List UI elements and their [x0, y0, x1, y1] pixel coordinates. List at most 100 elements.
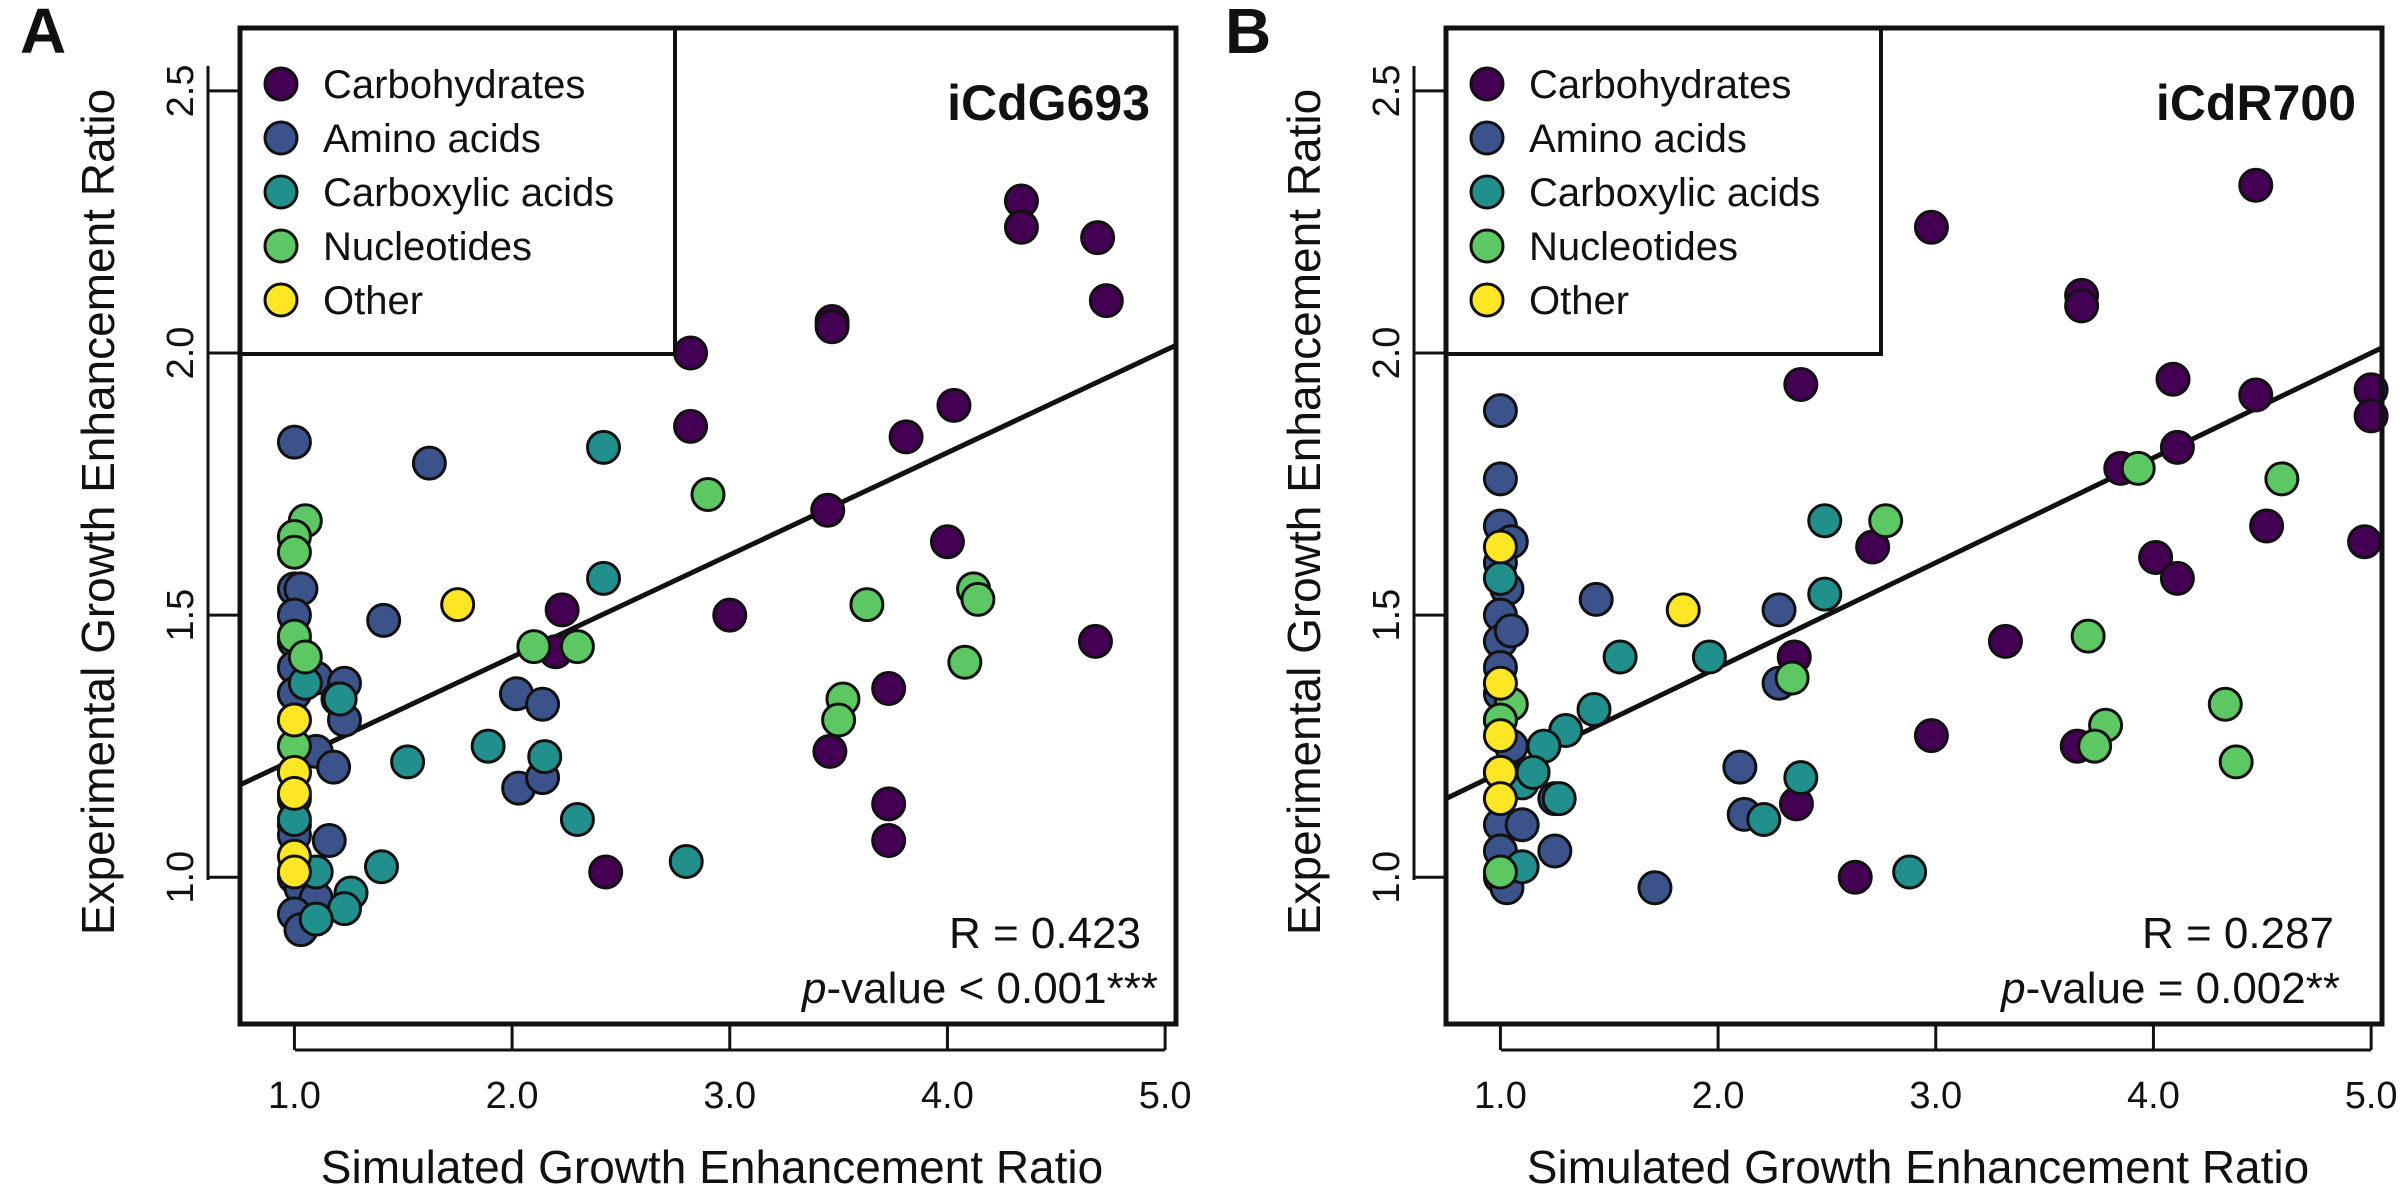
data-point-carboxylic-acids — [586, 429, 622, 465]
data-point-other — [276, 854, 312, 890]
legend-marker-carboxylic-acids — [1469, 174, 1505, 210]
data-point-nucleotides — [1774, 660, 1810, 696]
data-point-carbohydrates — [2159, 560, 2195, 596]
data-point-carbohydrates — [2238, 377, 2274, 413]
model-label-a: iCdG693 — [947, 75, 1150, 131]
legend-marker-nucleotides — [263, 228, 299, 264]
data-point-carboxylic-acids — [1691, 639, 1727, 675]
data-point-nucleotides — [287, 639, 323, 675]
panel-letter-b: B — [1225, 0, 1271, 67]
data-point-carboxylic-acids — [1541, 781, 1577, 817]
data-point-carbohydrates — [1080, 220, 1116, 256]
data-point-carbohydrates — [2249, 508, 2285, 544]
plot-area-b — [1444, 167, 2389, 906]
data-point-amino-acids — [1761, 592, 1797, 628]
data-point-carbohydrates — [1913, 718, 1949, 754]
y-tick-label-a: 1.5 — [160, 589, 202, 642]
data-point-amino-acids — [276, 424, 312, 460]
x-tick-label-b: 3.0 — [1909, 1075, 1962, 1117]
data-point-carbohydrates — [1913, 209, 1949, 245]
data-point-carboxylic-acids — [527, 739, 563, 775]
data-point-carboxylic-acids — [1482, 560, 1518, 596]
y-tick-label-a: 2.5 — [160, 64, 202, 117]
data-point-carboxylic-acids — [1807, 503, 1843, 539]
data-point-carboxylic-acids — [1515, 754, 1551, 790]
y-tick-label-a: 2.0 — [160, 327, 202, 380]
y-tick-label-b: 2.0 — [1366, 327, 1408, 380]
data-point-carbohydrates — [1987, 623, 2023, 659]
data-point-carboxylic-acids — [363, 849, 399, 885]
data-point-other — [1482, 529, 1518, 565]
data-point-other — [1482, 665, 1518, 701]
x-axis-title-b: Simulated Growth Enhancement Ratio — [1527, 1141, 2309, 1193]
data-point-carboxylic-acids — [586, 560, 622, 596]
legend-marker-other — [1469, 282, 1505, 318]
points-b — [1482, 167, 2389, 906]
data-point-carboxylic-acids — [1576, 691, 1612, 727]
legend-label-amino-acids: Amino acids — [1529, 117, 1747, 161]
r-value-a: R = 0.423 — [949, 909, 1141, 958]
data-point-other — [440, 587, 476, 623]
data-point-nucleotides — [516, 629, 552, 665]
data-point-amino-acids — [411, 445, 447, 481]
regression-line-b — [1444, 345, 2384, 801]
data-point-nucleotides — [559, 629, 595, 665]
data-point-carboxylic-acids — [1602, 639, 1638, 675]
legend-marker-amino-acids — [263, 120, 299, 156]
data-point-carboxylic-acids — [390, 744, 426, 780]
data-point-carbohydrates — [1003, 209, 1039, 245]
x-axis-b: 1.0 2.0 3.0 4.0 5.0 Simulated Growth Enhance… — [1474, 1024, 2398, 1193]
data-point-carbohydrates — [2064, 288, 2100, 324]
data-point-nucleotides — [690, 477, 726, 513]
data-point-amino-acids — [525, 686, 561, 722]
data-point-carboxylic-acids — [298, 901, 334, 937]
x-tick-label-a: 5.0 — [1139, 1075, 1192, 1117]
data-point-carbohydrates — [2353, 398, 2389, 434]
data-point-carbohydrates — [2159, 429, 2195, 465]
y-tick-label-b: 1.0 — [1366, 851, 1408, 904]
y-tick-label-b: 1.5 — [1366, 589, 1408, 642]
data-point-carbohydrates — [871, 786, 907, 822]
plot-frame-b — [1443, 25, 2385, 1027]
data-point-nucleotides — [2207, 686, 2243, 722]
data-point-carbohydrates — [812, 733, 848, 769]
x-axis-a: 1.0 2.0 3.0 4.0 5.0 Simulated Growth Enhance… — [268, 1024, 1192, 1193]
p-italic-a: p — [800, 964, 826, 1013]
data-point-carbohydrates — [2138, 539, 2174, 575]
data-point-amino-acids — [1578, 581, 1614, 617]
data-point-carboxylic-acids — [1746, 802, 1782, 838]
y-axis-title-b: Experimental Growth Enhancement Ratio — [1278, 89, 1330, 935]
p-rest-a: -value < 0.001*** — [827, 964, 1158, 1013]
legend-marker-carbohydrates — [1469, 66, 1505, 102]
data-point-carboxylic-acids — [322, 681, 358, 717]
panel-letter-a: A — [20, 0, 66, 67]
data-point-amino-acids — [1504, 807, 1540, 843]
legend-box-b — [1444, 26, 1883, 356]
data-point-carbohydrates — [712, 597, 748, 633]
data-point-carbohydrates — [2155, 361, 2191, 397]
y-ticks-a: 1.0 1.5 2.0 2.5 — [160, 64, 240, 904]
plot-area-a — [238, 183, 1178, 948]
legend-items-b: Carbohydrates Amino acids Carboxylic acids… — [1469, 63, 1820, 323]
regression-line-a — [238, 343, 1178, 788]
data-point-carbohydrates — [929, 524, 965, 560]
y-tick-label-a: 1.0 — [160, 851, 202, 904]
plot-frame-a — [237, 25, 1179, 1027]
x-tick-label-b: 5.0 — [2345, 1075, 2398, 1117]
y-ticks-b: 1.0 1.5 2.0 2.5 — [1366, 64, 1446, 904]
panel-b: B 1.0 1.5 2.0 2.5 Experimental Growth Enhan… — [1225, 0, 2398, 1193]
data-point-nucleotides — [1482, 854, 1518, 890]
panel-a: A 1.0 1.5 2.0 2.5 Experimental Growth Enhan… — [20, 0, 1192, 1193]
data-point-amino-acids — [1493, 613, 1529, 649]
data-point-carbohydrates — [814, 309, 850, 345]
data-point-carbohydrates — [810, 492, 846, 528]
p-value-a: p-value < 0.001*** — [800, 964, 1158, 1013]
data-point-amino-acids — [366, 602, 402, 638]
legend-label-other: Other — [1529, 279, 1629, 323]
data-point-amino-acids — [1482, 393, 1518, 429]
data-point-carbohydrates — [888, 419, 924, 455]
data-point-carbohydrates — [1088, 283, 1124, 319]
data-point-carbohydrates — [936, 387, 972, 423]
data-point-nucleotides — [2218, 744, 2254, 780]
